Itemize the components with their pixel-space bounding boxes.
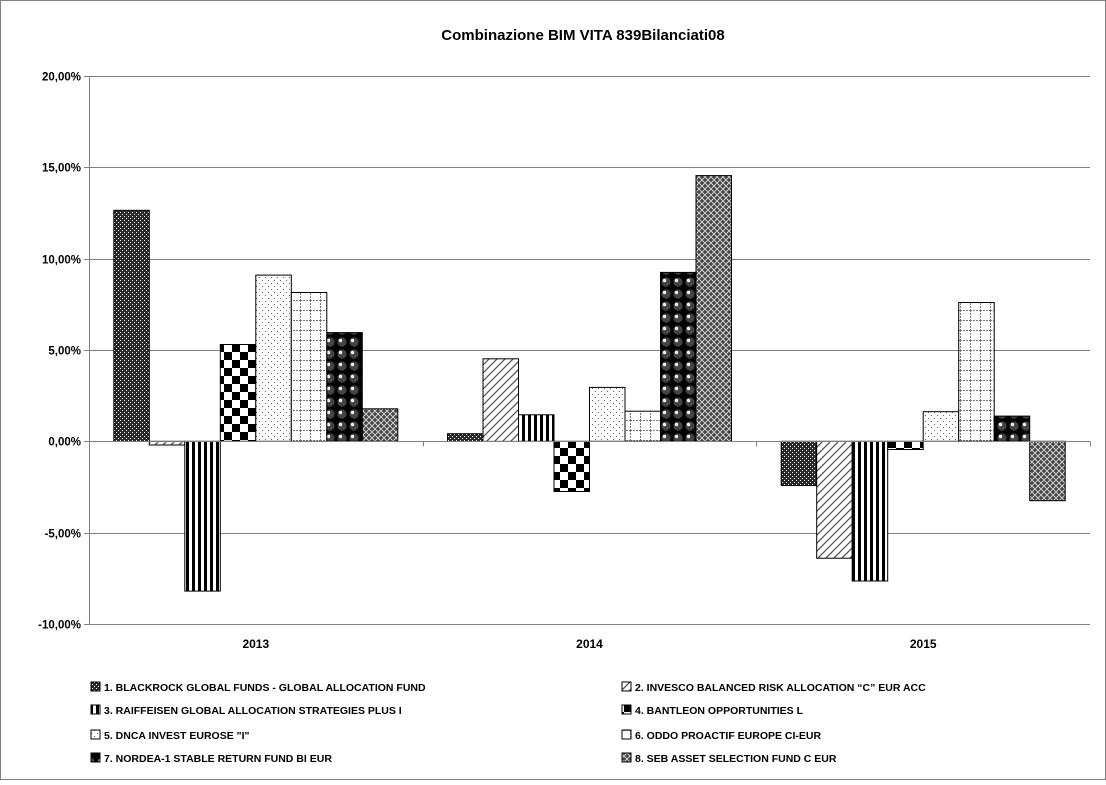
- legend-label: 5. DNCA INVEST EUROSE "I": [104, 730, 250, 742]
- legend-swatch: [621, 681, 632, 692]
- bar-series-7-2014: [660, 271, 697, 442]
- bar-series-4-2015: [887, 440, 924, 450]
- legend-item: 5. DNCA INVEST EUROSE "I": [90, 729, 250, 742]
- legend-swatch: [90, 752, 101, 763]
- bar-series-2-2014: [482, 358, 519, 442]
- chart-title: Combinazione BIM VITA 839Bilanciati08: [441, 27, 724, 44]
- bar-series-8-2013: [361, 408, 399, 442]
- legend-label: 7. NORDEA-1 STABLE RETURN FUND BI EUR: [104, 753, 332, 765]
- legend-swatch: [621, 704, 632, 715]
- y-tick-label: 10,00%: [42, 255, 81, 267]
- legend-item: 6. ODDO PROACTIF EUROPE CI-EUR: [621, 729, 822, 742]
- y-tick-label: -5,00%: [45, 529, 81, 541]
- bars: [113, 175, 1066, 592]
- bar-series-3-2013: [184, 440, 221, 592]
- legend-item: 7. NORDEA-1 STABLE RETURN FUND BI EUR: [90, 752, 332, 765]
- y-tick-label: 20,00%: [42, 72, 81, 84]
- legend-label: 3. RAIFFEISEN GLOBAL ALLOCATION STRATEGI…: [104, 705, 402, 717]
- legend-item: 4. BANTLEON OPPORTUNITIES L: [621, 704, 804, 717]
- bar-series-3-2014: [518, 414, 555, 442]
- legend-swatch: [90, 729, 101, 740]
- legend-swatch: [621, 729, 632, 740]
- y-tick-label: -10,00%: [38, 620, 81, 632]
- bar-series-6-2014: [624, 410, 661, 442]
- legend-label: 4. BANTLEON OPPORTUNITIES L: [635, 705, 804, 717]
- legend-label: 8. SEB ASSET SELECTION FUND C EUR: [635, 753, 837, 765]
- legend-swatch: [90, 704, 101, 715]
- legend-item: 2. INVESCO BALANCED RISK ALLOCATION “C” …: [621, 681, 926, 694]
- bar-series-3-2015: [851, 440, 889, 582]
- bar-series-4-2014: [553, 440, 590, 492]
- bar-series-5-2014: [589, 386, 626, 442]
- x-tick-label: 2015: [910, 637, 937, 651]
- bar-series-6-2013: [290, 292, 328, 442]
- legend-item: 8. SEB ASSET SELECTION FUND C EUR: [621, 752, 837, 765]
- bar-series-6-2015: [958, 302, 995, 442]
- bar-series-7-2013: [326, 332, 363, 442]
- y-axis-tick-labels: 20,00% 15,00% 10,00% 5,00% 0,00% -5,00% -10,00…: [38, 72, 81, 632]
- legend-swatch: [621, 752, 632, 763]
- legend-item: 3. RAIFFEISEN GLOBAL ALLOCATION STRATEGI…: [90, 704, 402, 717]
- y-tick-label: 5,00%: [48, 346, 81, 358]
- legend-label: 2. INVESCO BALANCED RISK ALLOCATION “C” …: [635, 682, 926, 694]
- x-axis-tick-labels: 2013 2014 2015: [242, 637, 936, 651]
- bar-series-5-2015: [922, 411, 960, 442]
- legend-label: 1. BLACKROCK GLOBAL FUNDS - GLOBAL ALLOC…: [104, 682, 426, 694]
- legend-swatch: [90, 681, 101, 692]
- x-tick-label: 2014: [576, 637, 603, 651]
- bar-series-1-2013: [113, 209, 150, 442]
- x-tick-label: 2013: [242, 637, 269, 651]
- bar-series-2-2015: [816, 440, 853, 559]
- bar-series-4-2013: [219, 344, 257, 442]
- y-tick-label: 15,00%: [42, 163, 81, 175]
- legend: 1. BLACKROCK GLOBAL FUNDS - GLOBAL ALLOC…: [90, 681, 926, 765]
- bar-series-8-2014: [695, 175, 732, 442]
- y-tick-label: 0,00%: [48, 437, 81, 449]
- bar-series-1-2015: [780, 440, 818, 486]
- bar-series-5-2013: [255, 274, 292, 442]
- bar-series-1-2014: [447, 433, 484, 442]
- legend-item: 1. BLACKROCK GLOBAL FUNDS - GLOBAL ALLOC…: [90, 681, 426, 694]
- legend-label: 6. ODDO PROACTIF EUROPE CI-EUR: [635, 730, 822, 742]
- bar-series-7-2015: [993, 415, 1031, 442]
- bar-series-8-2015: [1029, 440, 1066, 502]
- axes: [89, 76, 1091, 624]
